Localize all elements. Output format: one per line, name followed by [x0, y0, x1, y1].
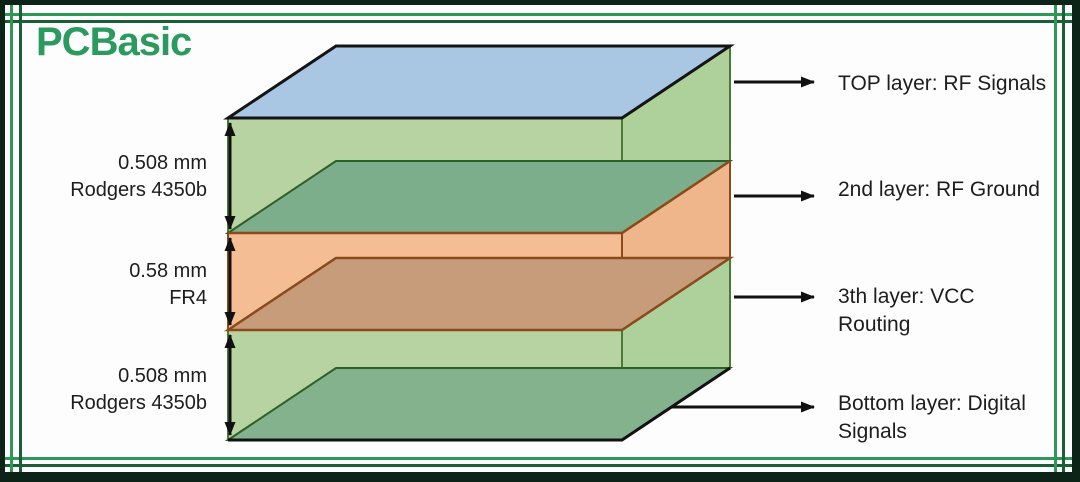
top-layer-plane [223, 44, 735, 120]
fr4-top-edge [228, 159, 731, 235]
layer-label-2nd: 2nd layer: RF Ground [838, 178, 1040, 201]
outer-band-right [1072, 0, 1080, 482]
thickness-value: 0.58 mm [129, 260, 207, 282]
frame-line-bottom-bright [5, 457, 1072, 460]
outer-band-top [0, 0, 1080, 5]
frame-line-bottom-dark [5, 464, 1072, 467]
thickness-value: 0.508 mm [118, 365, 207, 387]
material-name: FR4 [169, 287, 207, 309]
frame-line-right-bright [1054, 5, 1057, 472]
pointer-arrows [672, 76, 815, 413]
left-label-bottom-rodgers: 0.508 mm Rodgers 4350b [30, 363, 207, 417]
layer-label-bottom: Bottom layer: Digital Signals [838, 392, 1026, 443]
left-label-top-rodgers: 0.508 mm Rodgers 4350b [30, 150, 207, 204]
left-label-fr4: 0.58 mm FR4 [30, 258, 207, 312]
vcc-plane [223, 256, 735, 332]
bottom-silhouette-edge [228, 366, 731, 442]
thickness-value: 0.508 mm [118, 152, 207, 174]
layer-label-top: TOP layer: RF Signals [838, 72, 1047, 95]
outer-band-left [0, 0, 5, 482]
frame-line-top-bright [5, 13, 1072, 16]
frame-line-left-dark [19, 5, 22, 472]
brand-logo: PCBasic [36, 20, 192, 64]
frame-line-right-dark [1062, 5, 1065, 472]
conductor-planes [223, 44, 735, 442]
frame-line-left-bright [10, 5, 13, 472]
frame-line-top-dark [5, 20, 1072, 23]
outer-band-bottom [0, 472, 1080, 482]
layer-label-3rd: 3th layer: VCC Routing [838, 285, 975, 336]
material-name: Rodgers 4350b [70, 179, 207, 201]
material-name: Rodgers 4350b [70, 392, 207, 414]
